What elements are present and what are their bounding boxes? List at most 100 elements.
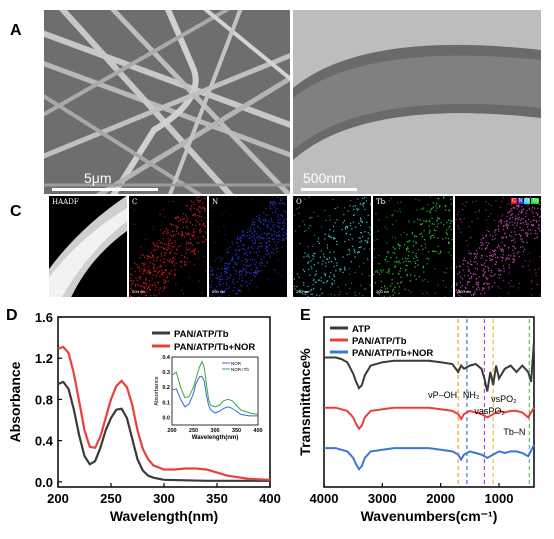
eds-dot [326, 247, 328, 249]
eds-dot [164, 281, 166, 283]
eds-dot [204, 217, 206, 219]
eds-dot [362, 236, 364, 238]
eds-dot [497, 225, 500, 227]
eds-dot [394, 266, 396, 268]
eds-dot [472, 273, 474, 275]
eds-dot [430, 208, 432, 210]
eds-dot [163, 261, 166, 264]
legend-label-1: PAN/ATP/Tb+NOR [174, 342, 255, 353]
eds-dot [490, 269, 492, 271]
eds-dot [181, 230, 183, 233]
eds-dot [462, 203, 464, 205]
eds-dot [246, 272, 248, 274]
eds-dot [154, 289, 156, 291]
eds-dot [530, 220, 532, 223]
eds-dot [283, 210, 285, 212]
eds-dot [176, 248, 178, 250]
eds-dot [423, 207, 425, 209]
eds-dot [242, 234, 245, 236]
eds-dot [461, 221, 463, 223]
eds-dot [378, 219, 380, 221]
eds-dot [478, 209, 481, 211]
x-tick-label: 300 [153, 491, 175, 506]
eds-dot [389, 295, 391, 297]
eds-dot [226, 272, 228, 274]
eds-dot [250, 280, 252, 282]
eds-dot [318, 279, 321, 281]
x-tick-label: 2000 [426, 491, 455, 506]
eds-dot [137, 265, 139, 267]
eds-dot [378, 293, 380, 295]
eds-dot [534, 232, 536, 234]
eds-dot [493, 275, 495, 277]
eds-dot [494, 238, 496, 240]
eds-dot [166, 244, 168, 246]
eds-dot [242, 231, 244, 233]
eds-dot [476, 263, 478, 265]
eds-dot [256, 286, 258, 288]
eds-dot [236, 238, 238, 240]
eds-dot [184, 264, 186, 266]
eds-dot [235, 254, 237, 256]
eds-dot [141, 254, 143, 256]
eds-dot [512, 239, 514, 241]
eds-dot [249, 237, 251, 239]
eds-dot [431, 250, 434, 252]
eds-dot [411, 231, 413, 233]
eds-dot [236, 253, 238, 255]
eds-dot [229, 262, 231, 264]
eds-dot [399, 208, 401, 210]
eds-dot [239, 284, 242, 286]
eds-dot [311, 268, 313, 270]
eds-dot [422, 267, 424, 269]
eds-dot [277, 197, 279, 199]
eds-dot [458, 228, 460, 230]
eds-dot [200, 208, 202, 210]
eds-dot [346, 293, 348, 295]
inset-x-axis-label: Wavelength(nm) [192, 435, 238, 441]
eds-dot [505, 258, 508, 260]
eds-dot [187, 242, 189, 244]
eds-dot [502, 265, 504, 267]
eds-dot [472, 294, 474, 296]
eds-dot [474, 291, 476, 293]
x-tick-label: 250 [100, 491, 122, 506]
eds-dot [260, 245, 263, 247]
eds-dot [417, 264, 419, 266]
eds-dot [232, 266, 234, 268]
eds-dot [339, 268, 341, 270]
eds-dot [501, 236, 503, 238]
eds-dot [193, 204, 195, 206]
eds-dot [226, 282, 228, 284]
eds-dot [527, 233, 529, 235]
eds-dot [256, 225, 258, 227]
eds-dot [211, 286, 213, 288]
eds-dot [513, 261, 515, 263]
eds-dot [174, 274, 176, 276]
eds-dot [394, 265, 397, 267]
eds-dot [527, 223, 529, 225]
eds-dot [218, 282, 220, 285]
eds-dot [159, 259, 161, 261]
eds-dot [168, 272, 170, 274]
eds-dot [193, 250, 195, 252]
eds-dot [227, 278, 229, 280]
eds-dot [317, 215, 319, 217]
eds-dot [197, 209, 199, 211]
eds-dot [325, 262, 327, 264]
eds-dot [460, 231, 462, 233]
eds-dot [164, 286, 166, 288]
eds-dot [162, 271, 164, 273]
eds-dot [377, 199, 379, 201]
eds-dot [472, 286, 474, 288]
eds-dot [492, 249, 494, 251]
eds-dot [139, 270, 141, 272]
eds-dot [534, 207, 536, 209]
eds-dot [273, 252, 275, 255]
eds-dot [267, 220, 269, 222]
eds-dot [303, 230, 305, 233]
eds-dot [193, 248, 195, 250]
eds-dot [152, 257, 155, 259]
eds-dot [265, 253, 267, 255]
eds-dot [485, 234, 487, 236]
